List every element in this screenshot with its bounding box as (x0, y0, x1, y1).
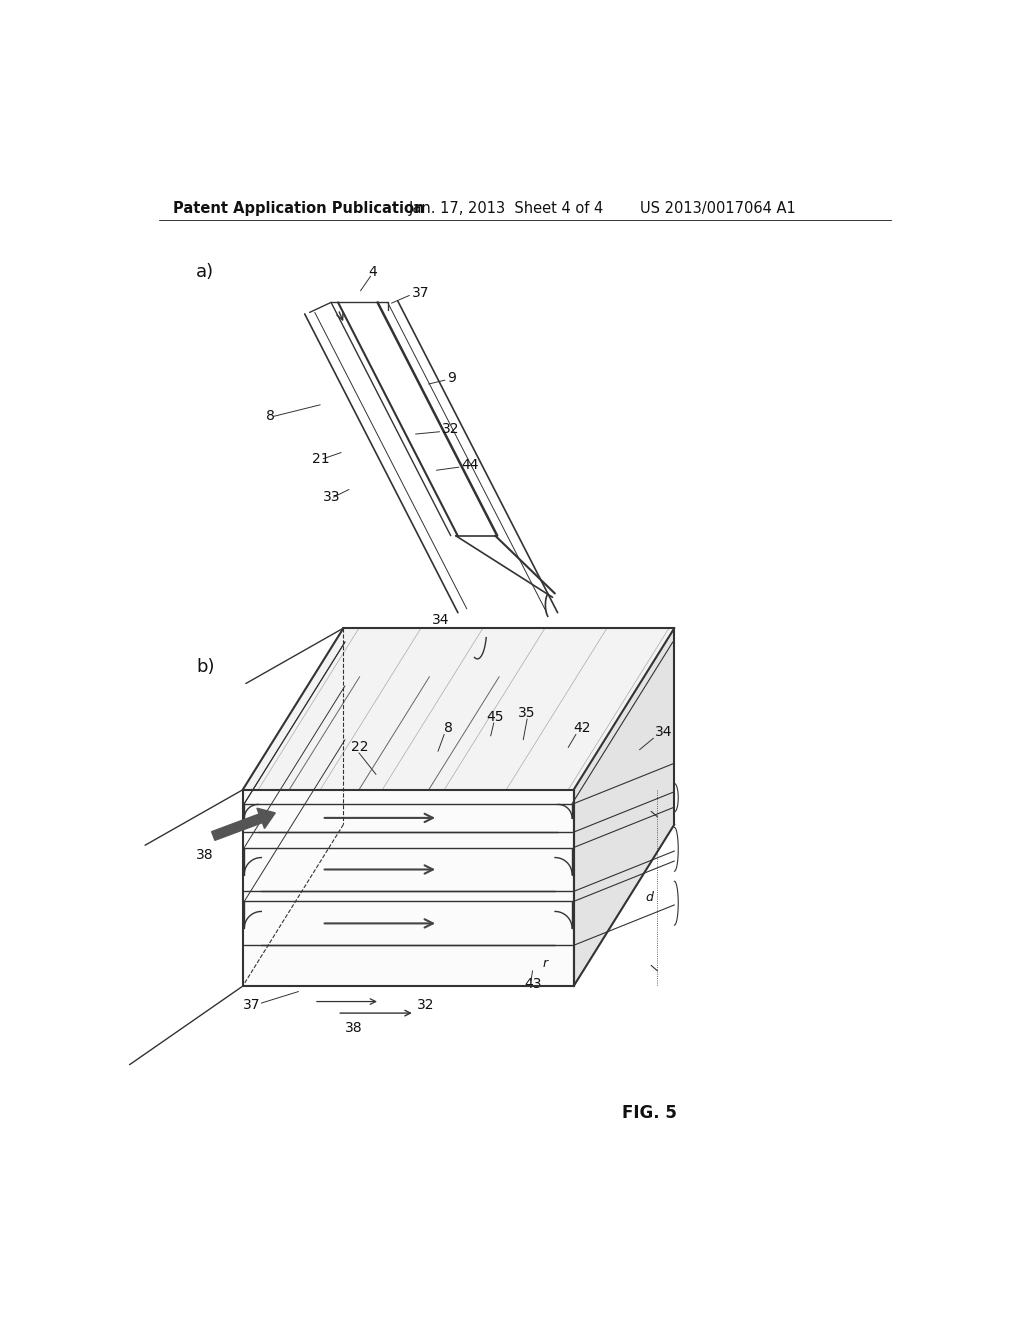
Text: FIG. 5: FIG. 5 (623, 1105, 677, 1122)
Text: 37: 37 (412, 286, 429, 300)
Text: 44: 44 (461, 458, 479, 471)
Text: 9: 9 (447, 371, 456, 385)
Text: 32: 32 (417, 998, 434, 1012)
Text: 33: 33 (324, 490, 341, 504)
Text: 45: 45 (486, 710, 504, 723)
Text: 35: 35 (518, 706, 536, 719)
Text: 8: 8 (266, 409, 274, 424)
Text: d: d (646, 891, 653, 904)
Text: a): a) (197, 264, 214, 281)
Text: r: r (543, 957, 548, 970)
Text: 37: 37 (243, 998, 260, 1012)
Text: 38: 38 (197, 849, 214, 862)
Text: b): b) (197, 657, 215, 676)
Text: 32: 32 (442, 422, 460, 437)
Polygon shape (243, 789, 573, 986)
Text: Patent Application Publication: Patent Application Publication (173, 201, 425, 216)
Text: 42: 42 (573, 721, 591, 735)
Text: 4: 4 (369, 265, 377, 280)
Text: 38: 38 (345, 1022, 362, 1035)
Polygon shape (243, 628, 675, 789)
Text: Jan. 17, 2013  Sheet 4 of 4: Jan. 17, 2013 Sheet 4 of 4 (409, 201, 604, 216)
Polygon shape (573, 628, 675, 986)
Text: 43: 43 (524, 977, 543, 991)
Text: 8: 8 (444, 721, 453, 735)
Text: US 2013/0017064 A1: US 2013/0017064 A1 (640, 201, 796, 216)
Text: 34: 34 (432, 614, 450, 627)
Text: 34: 34 (655, 725, 673, 739)
FancyArrow shape (212, 808, 275, 841)
Text: 22: 22 (351, 741, 369, 755)
Text: 21: 21 (312, 451, 330, 466)
